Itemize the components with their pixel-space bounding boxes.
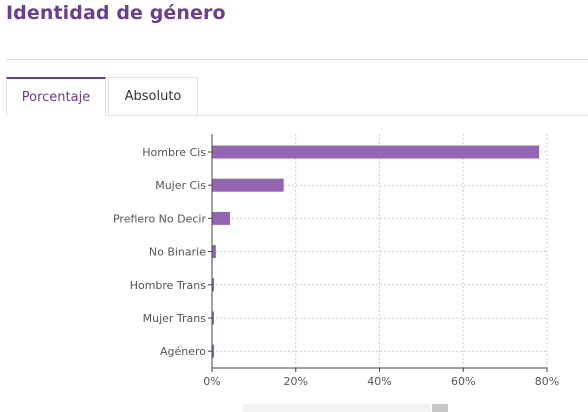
category-label: Hombre Cis bbox=[142, 146, 206, 159]
category-label: Prefiero No Decir bbox=[113, 212, 206, 225]
horizontal-scrollbar-track[interactable] bbox=[243, 404, 431, 412]
x-tick-label: 60% bbox=[451, 375, 475, 388]
tab-porcentaje[interactable]: Porcentaje bbox=[6, 77, 106, 116]
title-divider bbox=[6, 59, 588, 60]
page-title: Identidad de género bbox=[6, 2, 226, 24]
bar-2 bbox=[212, 211, 231, 225]
category-label: Hombre Trans bbox=[130, 279, 207, 292]
bar-0 bbox=[212, 145, 540, 159]
tab-bar: Porcentaje Absoluto bbox=[6, 77, 588, 116]
x-tick-label: 20% bbox=[284, 375, 308, 388]
category-label: Mujer Cis bbox=[155, 179, 206, 192]
x-tick-label: 80% bbox=[535, 375, 559, 388]
horizontal-scrollbar-thumb[interactable] bbox=[432, 404, 448, 412]
bar-5 bbox=[212, 311, 214, 325]
x-tick-label: 40% bbox=[367, 375, 391, 388]
bar-1 bbox=[212, 178, 284, 192]
category-label: No Binarie bbox=[149, 246, 206, 259]
category-label: Agénero bbox=[160, 345, 206, 358]
bar-3 bbox=[212, 245, 216, 259]
bar-6 bbox=[212, 344, 214, 358]
tab-absoluto[interactable]: Absoluto bbox=[108, 77, 198, 115]
bar-4 bbox=[212, 278, 214, 292]
x-tick-label: 0% bbox=[203, 375, 220, 388]
category-label: Mujer Trans bbox=[143, 312, 207, 325]
